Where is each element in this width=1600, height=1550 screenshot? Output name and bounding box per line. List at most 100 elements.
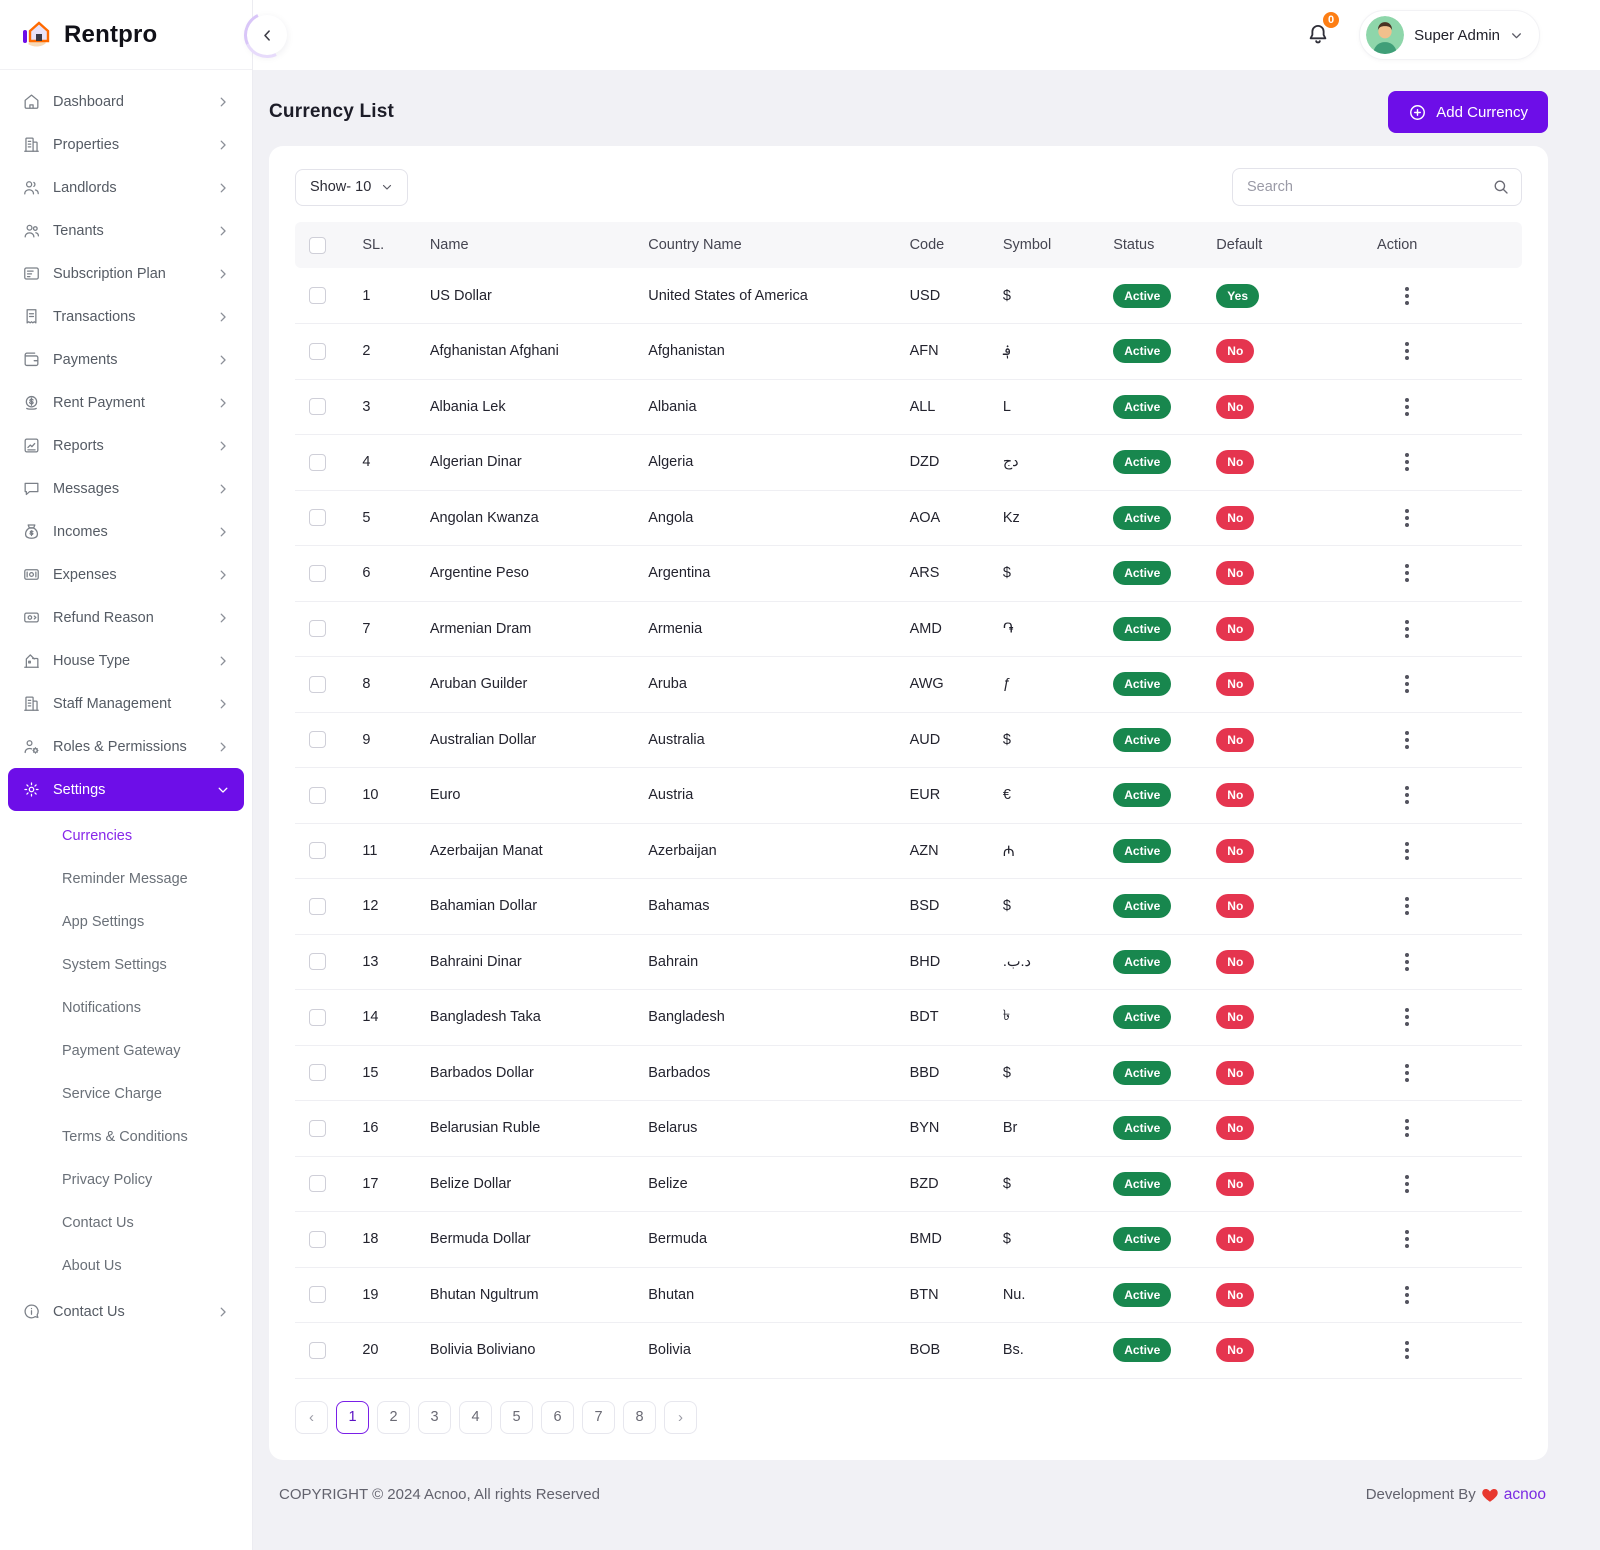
row-checkbox[interactable] <box>309 1341 326 1359</box>
sidebar-item-roles-and-permissions[interactable]: Roles & Permissions <box>8 725 244 768</box>
sidebar-subitem-payment-gateway[interactable]: Payment Gateway <box>62 1043 181 1059</box>
row-checkbox[interactable] <box>309 509 326 527</box>
select-all-checkbox[interactable] <box>309 236 326 254</box>
row-checkbox[interactable] <box>309 620 326 638</box>
table-row: 1 US Dollar United States of America USD… <box>295 268 1522 324</box>
row-actions-button[interactable] <box>1395 1058 1419 1088</box>
row-checkbox[interactable] <box>309 675 326 693</box>
row-actions-button[interactable] <box>1395 836 1419 866</box>
row-checkbox[interactable] <box>309 731 326 749</box>
row-checkbox[interactable] <box>309 342 326 360</box>
row-checkbox[interactable] <box>309 1008 326 1026</box>
row-checkbox[interactable] <box>309 1175 326 1193</box>
row-checkbox[interactable] <box>309 953 326 971</box>
sidebar-item-expenses[interactable]: Expenses <box>8 553 244 596</box>
house-type-icon <box>24 654 39 668</box>
sidebar-item-tenants[interactable]: Tenants <box>8 209 244 252</box>
row-actions-button[interactable] <box>1395 1169 1419 1199</box>
sidebar-subitem-contact-us[interactable]: Contact Us <box>62 1215 134 1231</box>
notifications-button[interactable]: 0 <box>1301 10 1342 52</box>
row-actions-button[interactable] <box>1395 725 1419 755</box>
row-actions-button[interactable] <box>1395 558 1419 588</box>
column-header-country: Country Name <box>642 222 904 268</box>
row-actions-button[interactable] <box>1395 447 1419 477</box>
sidebar-item-house-type[interactable]: House Type <box>8 639 244 682</box>
row-actions-button[interactable] <box>1395 780 1419 810</box>
row-actions-button[interactable] <box>1395 1002 1419 1032</box>
row-checkbox[interactable] <box>309 1230 326 1248</box>
status-badge: Active <box>1113 450 1172 475</box>
row-actions-button[interactable] <box>1395 281 1419 311</box>
sidebar-item-reports[interactable]: Reports <box>8 424 244 467</box>
row-actions-button[interactable] <box>1395 947 1419 977</box>
sidebar-subitem-service-charge[interactable]: Service Charge <box>62 1086 162 1102</box>
column-header-sl: SL. <box>356 222 424 268</box>
row-actions-button[interactable] <box>1395 1280 1419 1310</box>
sidebar-subitem-reminder-message[interactable]: Reminder Message <box>62 871 188 887</box>
sidebar-item-contact-us-bottom[interactable]: Contact Us <box>8 1290 244 1333</box>
row-actions-button[interactable] <box>1395 1224 1419 1254</box>
row-checkbox[interactable] <box>309 842 326 860</box>
sidebar-collapse-button[interactable] <box>247 15 287 55</box>
user-menu[interactable]: Super Admin <box>1359 10 1540 60</box>
sidebar-subitem-privacy-policy[interactable]: Privacy Policy <box>62 1172 153 1188</box>
row-actions-button[interactable] <box>1395 336 1419 366</box>
sidebar-item-staff-management[interactable]: Staff Management <box>8 682 244 725</box>
sidebar-subitem-about-us[interactable]: About Us <box>62 1258 122 1274</box>
sidebar-item-subscription-plan[interactable]: Subscription Plan <box>8 252 244 295</box>
pagination-page-3[interactable]: 3 <box>418 1400 451 1434</box>
sidebar-subitem-app-settings[interactable]: App Settings <box>62 914 145 930</box>
pagination-page-8[interactable]: 8 <box>623 1400 656 1434</box>
row-checkbox[interactable] <box>309 1286 326 1304</box>
sidebar-item-properties[interactable]: Properties <box>8 123 244 166</box>
row-checkbox[interactable] <box>309 453 326 471</box>
pagination-page-7[interactable]: 7 <box>582 1400 615 1434</box>
row-actions-button[interactable] <box>1395 1335 1419 1365</box>
status-badge: Active <box>1113 339 1172 364</box>
show-entries-select[interactable]: Show- 10 <box>295 168 409 206</box>
pagination-page-5[interactable]: 5 <box>500 1400 533 1434</box>
row-checkbox[interactable] <box>309 897 326 915</box>
sidebar-subitem-currencies[interactable]: Currencies <box>62 828 133 844</box>
pagination-page-1[interactable]: 1 <box>336 1400 369 1434</box>
row-actions-button[interactable] <box>1395 614 1419 644</box>
pagination-page-6[interactable]: 6 <box>541 1400 574 1434</box>
sidebar-item-incomes[interactable]: Incomes <box>8 510 244 553</box>
row-actions-button[interactable] <box>1395 1113 1419 1143</box>
row-checkbox[interactable] <box>309 1064 326 1082</box>
sidebar-subitem-terms-and-conditions[interactable]: Terms & Conditions <box>62 1129 188 1145</box>
developer-link[interactable]: acnoo <box>1503 1485 1546 1503</box>
sidebar-item-transactions[interactable]: Transactions <box>8 295 244 338</box>
sidebar-item-landlords[interactable]: Landlords <box>8 166 244 209</box>
pagination-next-button[interactable]: › <box>664 1400 697 1434</box>
cell-name: Armenian Dram <box>423 601 643 657</box>
row-actions-button[interactable] <box>1395 503 1419 533</box>
row-checkbox[interactable] <box>309 398 326 416</box>
cell-sl: 15 <box>356 1045 424 1101</box>
sidebar-item-settings[interactable]: Settings <box>8 768 244 811</box>
sidebar-item-messages[interactable]: Messages <box>8 467 244 510</box>
pagination-prev-button[interactable]: ‹ <box>295 1400 328 1434</box>
row-actions-button[interactable] <box>1395 392 1419 422</box>
row-checkbox[interactable] <box>309 1119 326 1137</box>
add-currency-button[interactable]: Add Currency <box>1388 91 1548 133</box>
chevron-left-icon <box>263 29 270 41</box>
row-actions-button[interactable] <box>1395 891 1419 921</box>
sidebar-subitem-notifications[interactable]: Notifications <box>62 1000 141 1016</box>
row-checkbox[interactable] <box>309 564 326 582</box>
sidebar-item-dashboard[interactable]: Dashboard <box>8 80 244 123</box>
search-input[interactable] <box>1232 168 1522 206</box>
row-actions-button[interactable] <box>1395 669 1419 699</box>
pagination-page-4[interactable]: 4 <box>459 1400 492 1434</box>
cell-name: Algerian Dinar <box>423 434 643 491</box>
brand-logo[interactable]: Rentpro <box>0 0 252 70</box>
row-checkbox[interactable] <box>309 786 326 804</box>
sidebar-item-rent-payment[interactable]: Rent Payment <box>8 381 244 424</box>
search-icon[interactable] <box>1492 178 1510 196</box>
sidebar-item-refund-reason[interactable]: Refund Reason <box>8 596 244 639</box>
pagination-page-2[interactable]: 2 <box>377 1400 410 1434</box>
coin-dollar-icon <box>25 395 38 410</box>
row-checkbox[interactable] <box>309 287 326 304</box>
sidebar-item-payments[interactable]: Payments <box>8 338 244 381</box>
sidebar-subitem-system-settings[interactable]: System Settings <box>62 957 167 973</box>
